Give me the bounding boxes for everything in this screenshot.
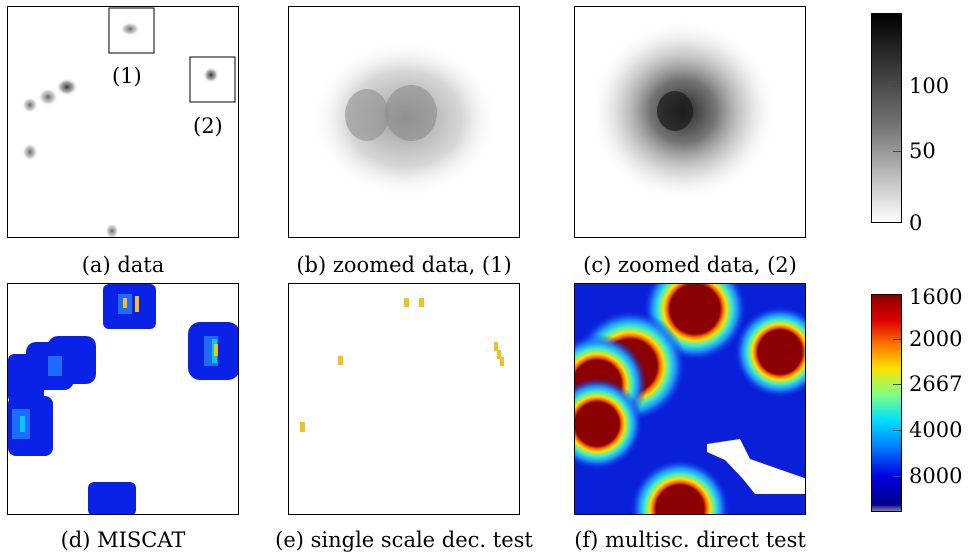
panel-e-single-scale [288,283,520,515]
jet-tick-mark [893,476,901,477]
spot [22,97,38,113]
gray-tick-50: 50 [909,139,936,163]
caption-b: (b) zoomed data, (1) [296,253,512,277]
panel-c-zoom-2 [574,6,806,238]
gray-tick-0: 0 [909,211,923,235]
spot [22,143,38,161]
gray-colorbar [871,13,902,223]
jet-tick-mark [893,430,901,431]
jet-tick-mark [893,384,901,385]
jet-tick-4000: 4000 [909,418,963,442]
panel-a-data [7,6,239,238]
gray-tick-mark [893,86,901,87]
panel-b-zoom-1 [288,6,520,238]
caption-f: (f) multisc. direct test [574,528,806,552]
gray-tick-mark [893,151,901,152]
jet-tick-2667: 2667 [909,372,963,396]
zoom-box-2 [189,56,236,103]
caption-d: (d) MISCAT [60,528,186,552]
caption-c: (c) zoomed data, (2) [583,253,797,277]
marker-2: (2) [193,114,223,138]
spot [203,67,219,83]
jet-tick-mark [893,339,901,340]
panel-d-miscat [7,283,239,515]
caption-e: (e) single scale dec. test [275,528,533,552]
excluded-region [707,439,805,494]
jet-tick-2000: 2000 [909,327,963,351]
spot [105,223,119,237]
jet-colorbar [871,294,902,512]
marker-1: (1) [112,64,142,88]
jet-tick-1600: 1600 [909,285,963,309]
zoom-box-1 [108,7,155,54]
gray-tick-100: 100 [909,74,950,98]
spot [120,22,140,36]
spot [38,88,58,106]
spot [56,78,78,96]
caption-a: (a) data [81,253,165,277]
panel-f-multiscale [574,283,806,515]
jet-tick-8000: 8000 [909,464,963,488]
